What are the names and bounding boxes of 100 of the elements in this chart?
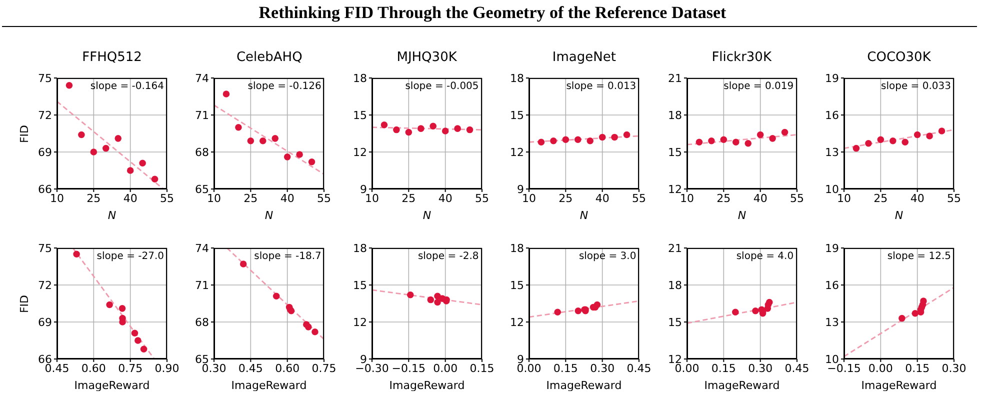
x-axis-title: ImageReward <box>232 379 308 392</box>
annotation: slope = -2.8 <box>418 251 479 262</box>
x-tick-label: 0.15 <box>905 362 930 375</box>
x-tick-label: 25 <box>401 192 416 205</box>
text: Rethinking FID Through the Geometry of the Reference Dataset <box>258 3 728 23</box>
y-tick-label: 15 <box>510 108 524 122</box>
y-tick-label: 12 <box>668 182 682 196</box>
y-tick-label: 15 <box>668 146 682 159</box>
y-tick-label: 69 <box>38 146 52 159</box>
y-tick-label: 13 <box>825 146 839 159</box>
x-axis-title: N <box>894 209 904 222</box>
x-tick-label: 40 <box>752 192 767 205</box>
y-tick-label: 75 <box>38 242 52 255</box>
y-tick-label: 12 <box>510 316 524 329</box>
annotation: slope = 4.0 <box>736 251 794 262</box>
y-tick-label: 21 <box>668 72 682 85</box>
annotation: slope = 0.013 <box>566 81 636 92</box>
x-tick-label: 40 <box>438 192 452 205</box>
x-axis-title: N <box>422 209 431 222</box>
x-tick-label: 0.45 <box>626 362 652 375</box>
y-tick-label: 18 <box>668 278 682 292</box>
y-tick-label: 69 <box>38 316 52 329</box>
y-tick-label: 10 <box>825 182 839 196</box>
y-tick-label: 65 <box>195 182 210 196</box>
y-tick-label: 72 <box>38 108 52 122</box>
x-tick-label: 0.30 <box>590 362 615 375</box>
annotation: slope = -27.0 <box>96 251 164 262</box>
x-tick-label: 0.15 <box>554 362 578 375</box>
y-tick-label: 18 <box>510 242 524 255</box>
y-tick-label: 18 <box>352 242 367 255</box>
x-tick-label: 0.90 <box>154 362 180 375</box>
y-tick-label: 71 <box>195 108 210 122</box>
chart-title: ImageNet <box>551 50 617 65</box>
chart-title: MJHQ30K <box>396 50 458 65</box>
annotation: slope = 12.5 <box>887 251 951 262</box>
x-axis-title: N <box>108 209 116 222</box>
x-tick-label: 25 <box>716 192 730 205</box>
x-tick-label: 0.30 <box>942 362 966 375</box>
x-tick-label: 0.60 <box>81 362 106 375</box>
y-tick-label: 9 <box>360 182 367 196</box>
x-tick-label: 10 <box>837 192 851 205</box>
x-tick-label: 55 <box>160 192 174 205</box>
x-axis-title: N <box>265 209 274 222</box>
y-tick-label: 12 <box>510 146 524 159</box>
y-tick-label: 9 <box>360 352 367 366</box>
y-tick-label: 66 <box>38 182 52 196</box>
x-tick-label: 40 <box>910 192 924 205</box>
x-tick-label: 55 <box>790 192 804 205</box>
annotation: slope = 3.0 <box>578 251 636 262</box>
y-tick-label: 15 <box>510 278 524 292</box>
y-tick-label: 19 <box>825 72 839 85</box>
x-tick-label: 0.30 <box>748 362 772 375</box>
x-tick-label: 40 <box>596 192 610 205</box>
x-axis-title: ImageReward <box>546 379 622 392</box>
x-tick-label: 0.00 <box>432 362 458 375</box>
x-axis-title: ImageReward <box>704 379 780 392</box>
annotation: slope = -0.005 <box>405 81 479 92</box>
x-tick-label: 0.00 <box>674 362 699 375</box>
chart-title: Flickr30K <box>710 50 772 65</box>
x-axis-title: N <box>580 209 588 222</box>
x-tick-label: −0.15 <box>392 362 426 375</box>
x-tick-label: 0.75 <box>312 362 337 375</box>
y-tick-label: 74 <box>195 72 210 85</box>
annotation: slope = -18.7 <box>254 251 322 262</box>
y-tick-label: 68 <box>195 316 210 329</box>
y-tick-label: 21 <box>668 242 682 255</box>
annotation: slope = -0.164 <box>90 81 164 92</box>
y-tick-label: 15 <box>668 316 682 329</box>
y-axis-title: FID <box>17 123 32 145</box>
annotation: slope = 0.019 <box>724 81 794 92</box>
annotation: slope = -0.126 <box>248 81 322 92</box>
x-tick-label: 25 <box>244 192 258 205</box>
x-axis-title: ImageReward <box>74 379 150 392</box>
x-tick-label: 55 <box>632 192 646 205</box>
y-tick-label: 68 <box>195 146 210 159</box>
y-tick-label: 74 <box>195 242 210 255</box>
y-tick-label: 12 <box>352 146 367 159</box>
y-tick-label: 16 <box>825 108 839 122</box>
x-tick-label: 55 <box>947 192 961 205</box>
x-tick-label: 10 <box>680 192 694 205</box>
x-tick-label: 25 <box>558 192 573 205</box>
x-tick-label: 0.75 <box>118 362 143 375</box>
y-axis-title: FID <box>17 293 32 315</box>
y-tick-label: 9 <box>517 182 524 196</box>
x-tick-label: 0.45 <box>784 362 809 375</box>
y-tick-label: 18 <box>510 72 524 85</box>
y-tick-label: 72 <box>38 278 52 292</box>
chart-title: COCO30K <box>866 50 932 65</box>
y-tick-label: 12 <box>352 316 367 329</box>
x-tick-label: 0.00 <box>868 362 893 375</box>
x-tick-label: 25 <box>86 192 101 205</box>
x-tick-label: 25 <box>874 192 888 205</box>
x-tick-label: 55 <box>317 192 332 205</box>
chart-title: FFHQ512 <box>81 50 143 65</box>
y-tick-label: 75 <box>38 72 52 85</box>
y-tick-label: 71 <box>195 278 210 292</box>
x-tick-label: 0.15 <box>470 362 494 375</box>
x-tick-label: 40 <box>280 192 295 205</box>
x-axis-title: ImageReward <box>861 379 937 392</box>
chart-title: CelebAHQ <box>235 50 304 65</box>
